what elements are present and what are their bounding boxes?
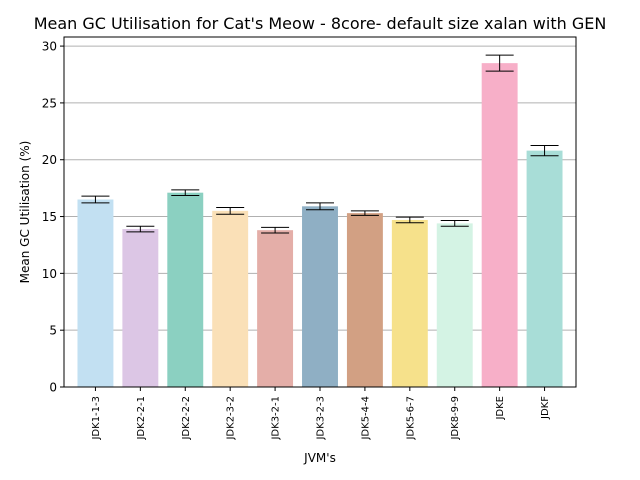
bar-jdk1-1-3 [77, 199, 114, 387]
x-tick-label: JDK5-6-7 [405, 396, 416, 441]
y-axis-ticks: 0 5 10 15 20 25 30 [42, 40, 64, 395]
x-axis-label: JVM's [303, 451, 336, 465]
x-tick-label: JDKF [540, 396, 551, 420]
x-tick-label: JDK2-2-1 [136, 396, 147, 441]
y-tick-label: 25 [42, 96, 57, 110]
x-tick-label: JDK3-2-1 [271, 396, 282, 441]
bar-jdk8-9-9 [436, 223, 473, 387]
x-axis-ticks: JDK1-1-3 JDK2-2-1 JDK2-2-2 JDK2-3-2 JDK3-2-1… [91, 387, 551, 441]
x-tick-label: JDK8-9-9 [450, 396, 461, 441]
y-tick-label: 5 [49, 324, 57, 338]
chart-title: Mean GC Utilisation for Cat's Meow - 8co… [34, 14, 607, 33]
x-tick-label: JDK5-4-4 [360, 396, 371, 441]
y-tick-label: 10 [42, 267, 57, 281]
x-tick-label: JDKE [495, 396, 506, 421]
y-tick-label: 0 [49, 381, 57, 395]
bar-jdk5-4-4 [346, 213, 383, 387]
x-tick-label: JDK1-1-3 [91, 396, 102, 441]
y-axis-label: Mean GC Utilisation (%) [18, 141, 32, 284]
bar-jdk3-2-3 [302, 206, 338, 387]
y-tick-label: 30 [42, 40, 57, 54]
bar-jdk5-6-7 [391, 219, 428, 387]
bars [77, 63, 563, 388]
bar-jdk2-2-1 [122, 229, 159, 387]
bar-jdk3-2-1 [257, 230, 294, 387]
x-tick-label: JDK3-2-3 [316, 396, 327, 441]
bar-jdkf [526, 150, 563, 387]
y-tick-label: 15 [42, 210, 57, 224]
x-tick-label: JDK2-3-2 [226, 396, 237, 441]
error-bars [81, 54, 559, 234]
x-tick-label: JDK2-2-2 [181, 396, 192, 441]
bar-jdke [481, 63, 518, 388]
bar-jdk2-2-2 [167, 192, 204, 387]
y-tick-label: 20 [42, 153, 57, 167]
bar-jdk2-3-2 [212, 210, 249, 387]
